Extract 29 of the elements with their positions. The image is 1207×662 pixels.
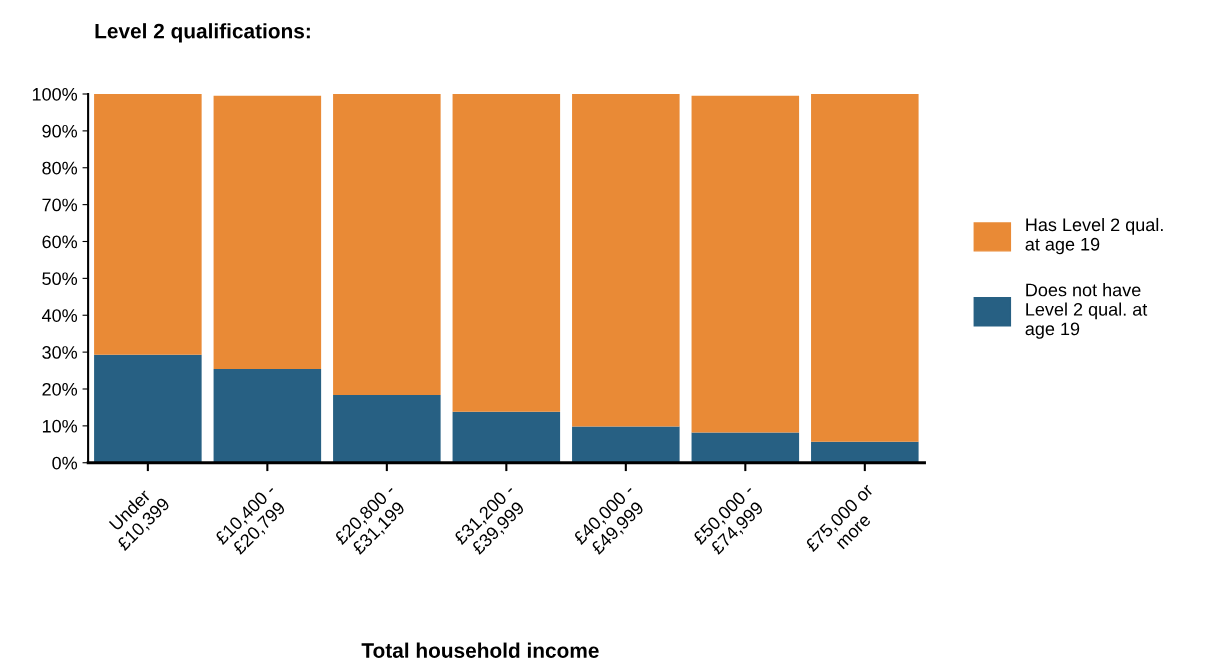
bar [452,411,561,463]
bar [691,95,800,433]
bar [333,394,441,463]
y-tick-label: 80% [42,161,78,175]
y-tick-label: 40% [41,309,78,322]
bar [572,426,680,463]
legend-label: Has Level 2 qual. at age 19 [1025,217,1163,255]
bar [811,94,919,442]
bar [691,432,800,463]
bar [94,94,202,355]
bar [333,94,441,395]
bar [811,441,919,463]
bar [213,95,322,370]
legend-label: Does not have Level 2 qual. at age 19 [1025,283,1148,339]
y-tick-label: 60% [42,235,78,249]
x-axis-title: Total household income [361,642,599,658]
chart-title: Level 2 qualifications: [95,23,310,43]
bar [94,354,202,463]
bar [452,94,561,412]
bar [213,369,322,463]
y-tick-label: 0% [52,456,78,470]
y-tick-label: 10% [42,419,78,433]
y-tick-label: 100% [32,87,78,101]
y-tick-label: 70% [42,198,78,212]
y-tick-label: 90% [42,124,78,138]
bar [572,94,680,427]
y-tick-label: 50% [42,272,78,286]
y-tick-label: 20% [42,382,78,396]
y-tick-label: 30% [42,346,78,359]
